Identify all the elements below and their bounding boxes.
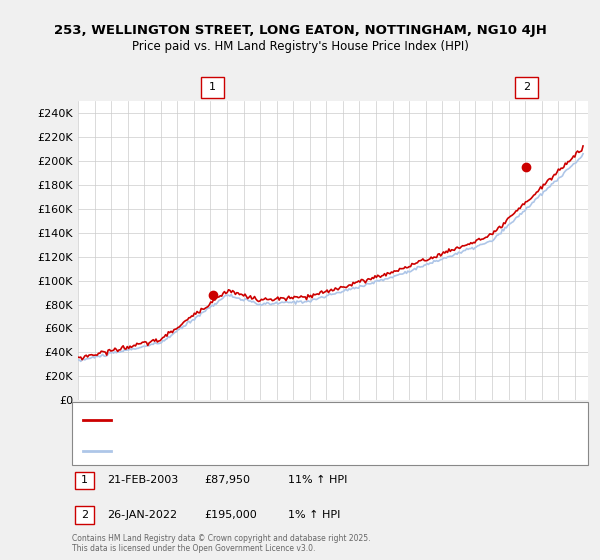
Text: 21-FEB-2003: 21-FEB-2003 (107, 475, 178, 486)
FancyBboxPatch shape (515, 77, 538, 98)
Text: 253, WELLINGTON STREET, LONG EATON, NOTTINGHAM, NG10 4JH: 253, WELLINGTON STREET, LONG EATON, NOTT… (53, 24, 547, 36)
Text: 1: 1 (81, 475, 88, 486)
Point (107, 416, 115, 423)
Text: 11% ↑ HPI: 11% ↑ HPI (288, 475, 347, 486)
Text: 2: 2 (81, 510, 88, 520)
FancyBboxPatch shape (75, 506, 94, 524)
FancyBboxPatch shape (75, 472, 94, 489)
Text: HPI: Average price, semi-detached house, Erewash: HPI: Average price, semi-detached house,… (118, 446, 349, 455)
FancyBboxPatch shape (201, 77, 224, 98)
Text: 2: 2 (523, 82, 530, 92)
FancyBboxPatch shape (72, 402, 588, 465)
Text: 253, WELLINGTON STREET, LONG EATON, NOTTINGHAM, NG10 4JH (semi-detached house): 253, WELLINGTON STREET, LONG EATON, NOTT… (118, 415, 525, 424)
Point (79, 447, 86, 454)
Text: Price paid vs. HM Land Registry's House Price Index (HPI): Price paid vs. HM Land Registry's House … (131, 40, 469, 53)
Text: £195,000: £195,000 (204, 510, 257, 520)
Text: 1: 1 (209, 82, 216, 92)
Point (107, 447, 115, 454)
Text: Contains HM Land Registry data © Crown copyright and database right 2025.
This d: Contains HM Land Registry data © Crown c… (72, 534, 371, 553)
Point (79, 416, 86, 423)
Text: 1% ↑ HPI: 1% ↑ HPI (288, 510, 340, 520)
Text: 26-JAN-2022: 26-JAN-2022 (107, 510, 177, 520)
Text: £87,950: £87,950 (204, 475, 250, 486)
